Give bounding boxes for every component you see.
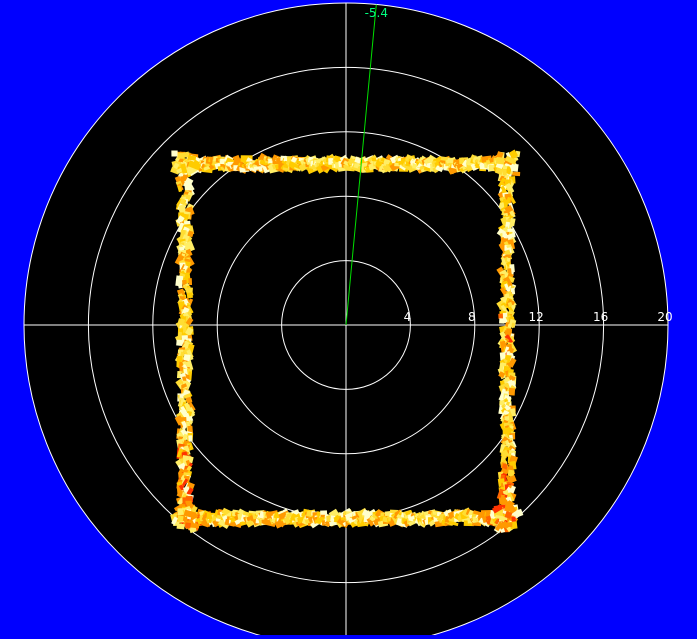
return-blip xyxy=(448,520,459,527)
return-blip xyxy=(498,242,506,250)
return-blip xyxy=(180,163,188,174)
return-blip xyxy=(188,522,200,529)
range-label: 16 xyxy=(593,310,608,324)
return-blip xyxy=(508,149,519,159)
range-labels: 4 8 12 16 20 xyxy=(404,310,673,324)
return-blip xyxy=(509,210,516,219)
return-blip xyxy=(177,185,183,193)
return-blip xyxy=(186,292,193,299)
return-blip xyxy=(171,150,178,157)
return-blip xyxy=(183,509,196,519)
return-blip xyxy=(507,357,517,368)
return-blip xyxy=(495,156,505,165)
return-blip xyxy=(504,510,513,519)
bearing-line[interactable] xyxy=(345,4,377,326)
return-blip xyxy=(171,516,179,525)
return-blip xyxy=(435,164,444,173)
range-label: 12 xyxy=(529,310,544,324)
return-blip xyxy=(504,155,517,165)
return-blip xyxy=(498,371,506,379)
return-blip xyxy=(365,508,377,518)
return-blip xyxy=(499,352,507,361)
return-blip xyxy=(242,511,250,517)
return-blip xyxy=(173,503,185,512)
return-blip xyxy=(174,254,185,266)
return-blip xyxy=(509,322,516,329)
return-blip xyxy=(188,415,194,422)
bearing-label: -5.4 xyxy=(365,6,388,20)
return-blip xyxy=(188,278,193,286)
return-blip xyxy=(511,163,519,172)
return-blip xyxy=(175,215,185,225)
return-blip xyxy=(498,520,509,530)
return-blip xyxy=(187,230,194,238)
return-blip xyxy=(491,504,503,514)
return-blip xyxy=(500,302,508,310)
return-blip xyxy=(495,514,508,521)
range-label: 20 xyxy=(657,310,672,324)
return-blip xyxy=(510,287,516,295)
return-blip xyxy=(505,166,512,175)
return-blip xyxy=(499,318,505,324)
return-blip xyxy=(508,387,516,396)
return-blip xyxy=(177,515,184,522)
return-blip xyxy=(507,469,515,478)
return-blip xyxy=(498,202,505,209)
return-blip xyxy=(499,400,506,406)
return-blip xyxy=(183,412,192,424)
return-blip xyxy=(173,162,180,170)
return-blip xyxy=(188,435,193,442)
return-blip xyxy=(184,522,191,529)
return-blip xyxy=(502,427,509,439)
return-blip xyxy=(187,155,197,161)
return-blip xyxy=(511,171,521,177)
return-blip xyxy=(500,304,509,315)
return-blip xyxy=(505,502,517,515)
return-blip xyxy=(190,159,200,170)
return-blip xyxy=(218,517,231,529)
return-blip xyxy=(176,339,183,346)
return-blip xyxy=(186,487,194,496)
range-label: 4 xyxy=(404,310,412,324)
return-blip xyxy=(504,334,514,345)
return-blip xyxy=(500,449,510,458)
return-blip xyxy=(502,168,507,176)
return-blip xyxy=(185,396,193,404)
return-blip xyxy=(511,516,517,523)
radar-returns xyxy=(170,149,524,534)
return-blip xyxy=(181,420,188,429)
return-blip xyxy=(180,405,188,415)
return-blip xyxy=(178,484,186,493)
return-blip xyxy=(177,152,185,159)
range-label: 8 xyxy=(468,310,476,324)
return-blip xyxy=(495,167,504,175)
return-blip xyxy=(177,278,183,289)
